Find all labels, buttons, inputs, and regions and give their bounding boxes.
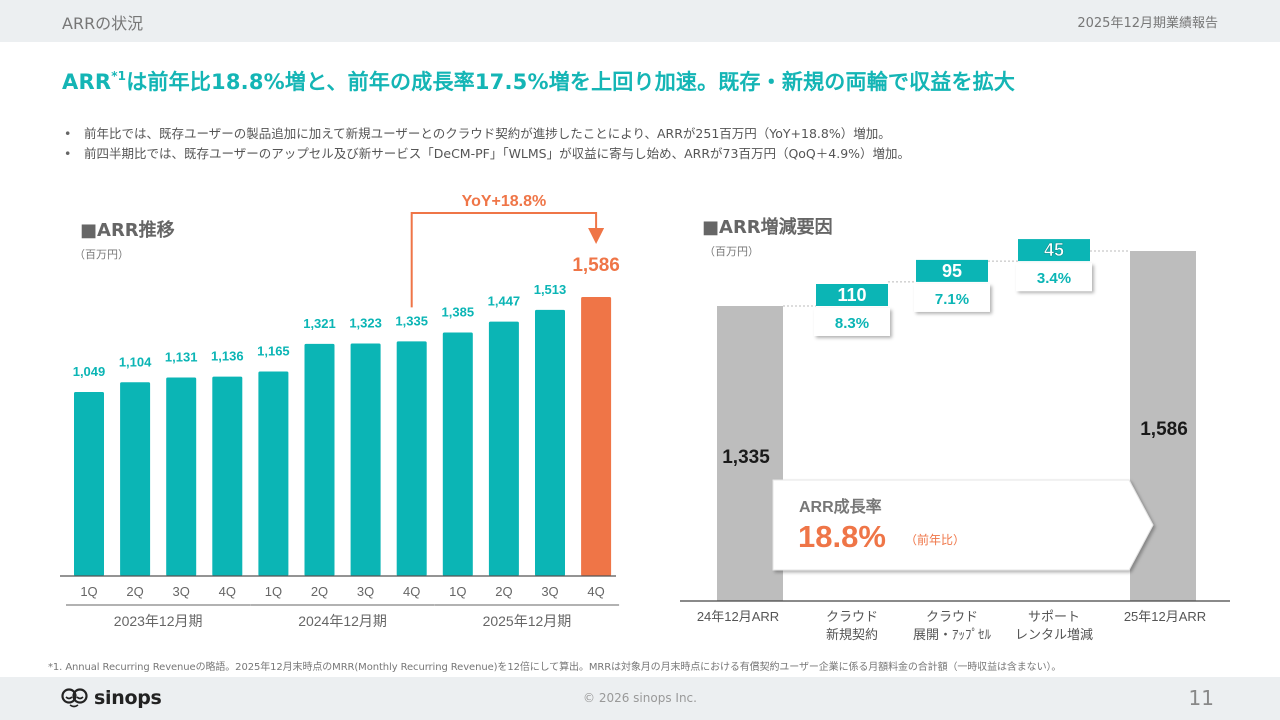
bar-value-label: 1,136 (211, 349, 244, 364)
footer: sinops © 2026 sinops Inc. 11 (0, 677, 1280, 720)
arr-factors-title: ■ARR増減要因 (702, 217, 833, 238)
footnote-mark: *1 (111, 69, 127, 83)
bar-value-label: 1,447 (488, 294, 521, 309)
bar (396, 341, 427, 576)
bar-value-label: 1,586 (572, 255, 620, 276)
bar-value-label: 1,385 (442, 305, 475, 320)
yoy-annotation-label: YoY+18.8% (462, 193, 547, 210)
percent-label: 8.3% (835, 315, 869, 332)
x-tick-label: 4Q (219, 584, 236, 599)
sinops-logo: sinops (60, 687, 162, 709)
total-value-label: 1,335 (722, 447, 770, 468)
bar (258, 371, 289, 576)
arr-trend-title: ■ARR推移 (80, 220, 175, 241)
x-tick-label: 2Q (495, 584, 512, 599)
group-label: 2025年12月期 (483, 613, 572, 629)
bar-value-label: 1,513 (534, 282, 567, 297)
bar (535, 309, 565, 576)
x-tick-label: 2Q (311, 584, 328, 599)
percent-box (914, 283, 990, 312)
bar (120, 382, 151, 576)
bar-value-label: 1,104 (119, 354, 152, 369)
x-tick-label: 1Q (449, 584, 466, 599)
percent-label: 7.1% (935, 291, 969, 308)
growth-callout-label: ARR成長率 (799, 497, 882, 516)
percent-box (814, 308, 890, 336)
bar (304, 343, 335, 576)
delta-bar (1018, 239, 1090, 262)
x-tick-label: 3Q (173, 584, 190, 599)
x-tick-label: 1Q (80, 584, 97, 599)
bar-value-label: 1,165 (257, 343, 290, 358)
bullet-list: 前年比では、既存ユーザーの製品追加に加えて新規ユーザーとのクラウド契約が進捗した… (64, 124, 910, 164)
bar-value-label: 1,131 (165, 349, 198, 364)
bar (581, 297, 612, 576)
growth-callout-box (772, 479, 1154, 571)
bar (212, 376, 243, 576)
delta-value-label: 95 (942, 261, 962, 281)
category-label: クラウド (926, 609, 978, 624)
headline-text: は前年比18.8%増と、前年の成長率17.5%増を上回り加速。既存・新規の両輪で… (126, 70, 1016, 94)
headline-prefix: ARR (62, 70, 112, 94)
bar (488, 321, 519, 576)
x-tick-label: 3Q (357, 584, 374, 599)
growth-callout-suffix: （前年比） (905, 532, 965, 547)
section-title: ARRの状況 (62, 14, 144, 33)
category-label: サポート (1028, 609, 1080, 624)
logo-text: sinops (94, 687, 162, 709)
page-number: 11 (1188, 686, 1214, 710)
arr-trend-unit: （百万円） (74, 248, 129, 261)
growth-callout-value: 18.8% (798, 519, 886, 554)
bar (74, 392, 104, 576)
arr-trend-chart: 1,049 1Q 1,104 2Q 1,131 3Q 1,136 4Q 1,165 1Q 1,321… (60, 193, 620, 629)
bar (350, 343, 381, 576)
delta-value-label: 45 (1044, 240, 1064, 260)
bar (442, 332, 473, 576)
page-headline: ARR*1は前年比18.8%増と、前年の成長率17.5%増を上回り加速。既存・新… (62, 66, 1015, 96)
delta-bar (816, 284, 888, 306)
category-label: 展開・ｱｯﾌﾟｾﾙ (913, 627, 992, 642)
category-label: レンタル増減 (1015, 627, 1093, 642)
x-tick-label: 4Q (587, 584, 604, 599)
total-bar (717, 306, 783, 601)
bar-value-label: 1,049 (73, 364, 106, 379)
x-tick-label: 2Q (126, 584, 143, 599)
bullet-item: 前年比では、既存ユーザーの製品追加に加えて新規ユーザーとのクラウド契約が進捗した… (64, 124, 910, 144)
percent-label: 3.4% (1037, 270, 1071, 287)
percent-box (1016, 263, 1092, 292)
bullet-item: 前四半期比では、既存ユーザーのアップセル及び新サービス「DeCM-PF」「WLM… (64, 144, 910, 164)
category-label: 24年12月ARR (697, 609, 779, 624)
delta-bar (916, 259, 988, 282)
total-value-label: 1,586 (1140, 419, 1188, 440)
category-label: クラウド (826, 609, 878, 624)
bar-value-label: 1,335 (395, 313, 428, 328)
category-label: 新規契約 (826, 627, 878, 642)
x-tick-label: 1Q (265, 584, 282, 599)
x-tick-label: 4Q (403, 584, 420, 599)
copyright: © 2026 sinops Inc. (583, 691, 697, 705)
report-title: 2025年12月期業績報告 (1077, 16, 1218, 31)
top-bar: ARRの状況 2025年12月期業績報告 (0, 0, 1280, 42)
bar (166, 377, 197, 576)
sinops-logo-icon (61, 688, 88, 708)
x-tick-label: 3Q (541, 584, 558, 599)
category-label: 25年12月ARR (1124, 609, 1206, 624)
footnote: *1. Annual Recurring Revenueの略語。2025年12月… (48, 662, 1062, 673)
group-label: 2024年12月期 (298, 613, 387, 629)
yoy-arrow (410, 212, 605, 308)
group-label: 2023年12月期 (114, 613, 203, 629)
bar-value-label: 1,323 (349, 316, 382, 331)
bar-value-label: 1,321 (303, 316, 336, 331)
arr-factors-unit: （百万円） (704, 245, 759, 258)
delta-value-label: 110 (837, 285, 866, 305)
